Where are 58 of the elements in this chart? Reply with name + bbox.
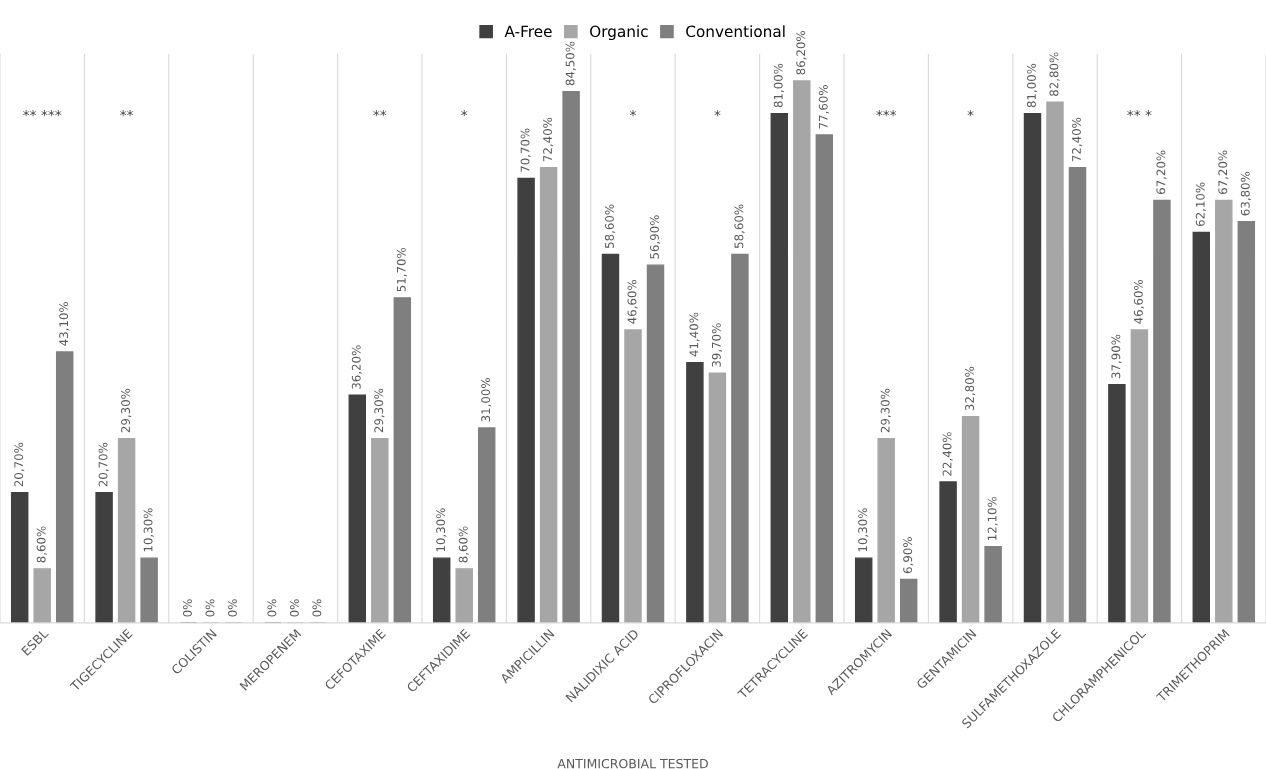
legend-label: A-Free (504, 25, 552, 38)
annotation: * (629, 109, 637, 117)
data-label: 10,30% (858, 508, 869, 552)
data-label: 58,60% (734, 204, 745, 248)
annotation: * (967, 109, 974, 117)
annotation: ** (373, 109, 387, 117)
data-label: 58,60% (604, 204, 616, 248)
data-label: 81,00% (1026, 63, 1038, 108)
data-label: 37,90% (1111, 334, 1122, 379)
data-label: 29,30% (880, 388, 891, 433)
data-label: 56,90% (650, 215, 661, 259)
data-label: 70,70% (520, 128, 531, 172)
data-label: 77,60% (818, 85, 829, 129)
data-label: 46,60% (627, 279, 638, 324)
data-label: 67,20% (1218, 150, 1229, 195)
data-label: 0% (289, 599, 299, 617)
data-label: 0% (312, 599, 322, 617)
data-label: 12,10% (987, 496, 998, 540)
data-label: 31,00% (481, 378, 492, 422)
data-label: 72,40% (543, 117, 554, 162)
annotation: ** (120, 109, 134, 117)
data-label: 46,60% (1133, 279, 1145, 324)
data-label: 81,00% (773, 63, 784, 108)
data-label: 29,30% (374, 388, 385, 433)
data-label: 84,50% (565, 41, 576, 86)
data-label: 51,70% (396, 247, 407, 292)
data-label: 0% (267, 599, 277, 617)
data-label: 10,30% (143, 508, 154, 552)
data-label: 62,10% (1195, 182, 1206, 227)
data-label: 20,70% (98, 442, 109, 487)
legend-label: Organic (590, 25, 648, 41)
data-label: 29,30% (121, 388, 132, 433)
annotation: ** * (1127, 109, 1152, 117)
data-label: 41,40% (689, 312, 700, 357)
legend-label: Conventional (686, 25, 785, 38)
data-label: 72,40% (1072, 117, 1083, 162)
data-label: 10,30% (436, 508, 447, 552)
data-label: 6,90% (903, 537, 914, 574)
data-label: 43,10% (59, 301, 70, 346)
data-label: 63,80% (1240, 171, 1251, 216)
data-label: 8,60% (36, 526, 47, 563)
data-label: 8,60% (458, 526, 469, 563)
data-label: 67,20% (1156, 150, 1167, 195)
data-label: 86,20% (796, 31, 807, 75)
data-label: 36,20% (351, 345, 362, 389)
data-label: 20,70% (14, 442, 25, 487)
data-label: 82,80% (1049, 52, 1060, 96)
annotation: * (714, 109, 721, 117)
annotation: ** *** (23, 109, 62, 117)
data-label: 0% (182, 599, 192, 617)
data-label: 0% (205, 599, 215, 617)
x-axis-title: ANTIMICROBIAL TESTED (557, 758, 708, 769)
data-label: 0% (228, 599, 237, 617)
data-label: 39,70% (711, 323, 723, 367)
annotation: * (461, 109, 468, 117)
data-label: 22,40% (942, 432, 953, 476)
data-label: 32,80% (965, 366, 976, 411)
annotation: *** (876, 109, 897, 117)
